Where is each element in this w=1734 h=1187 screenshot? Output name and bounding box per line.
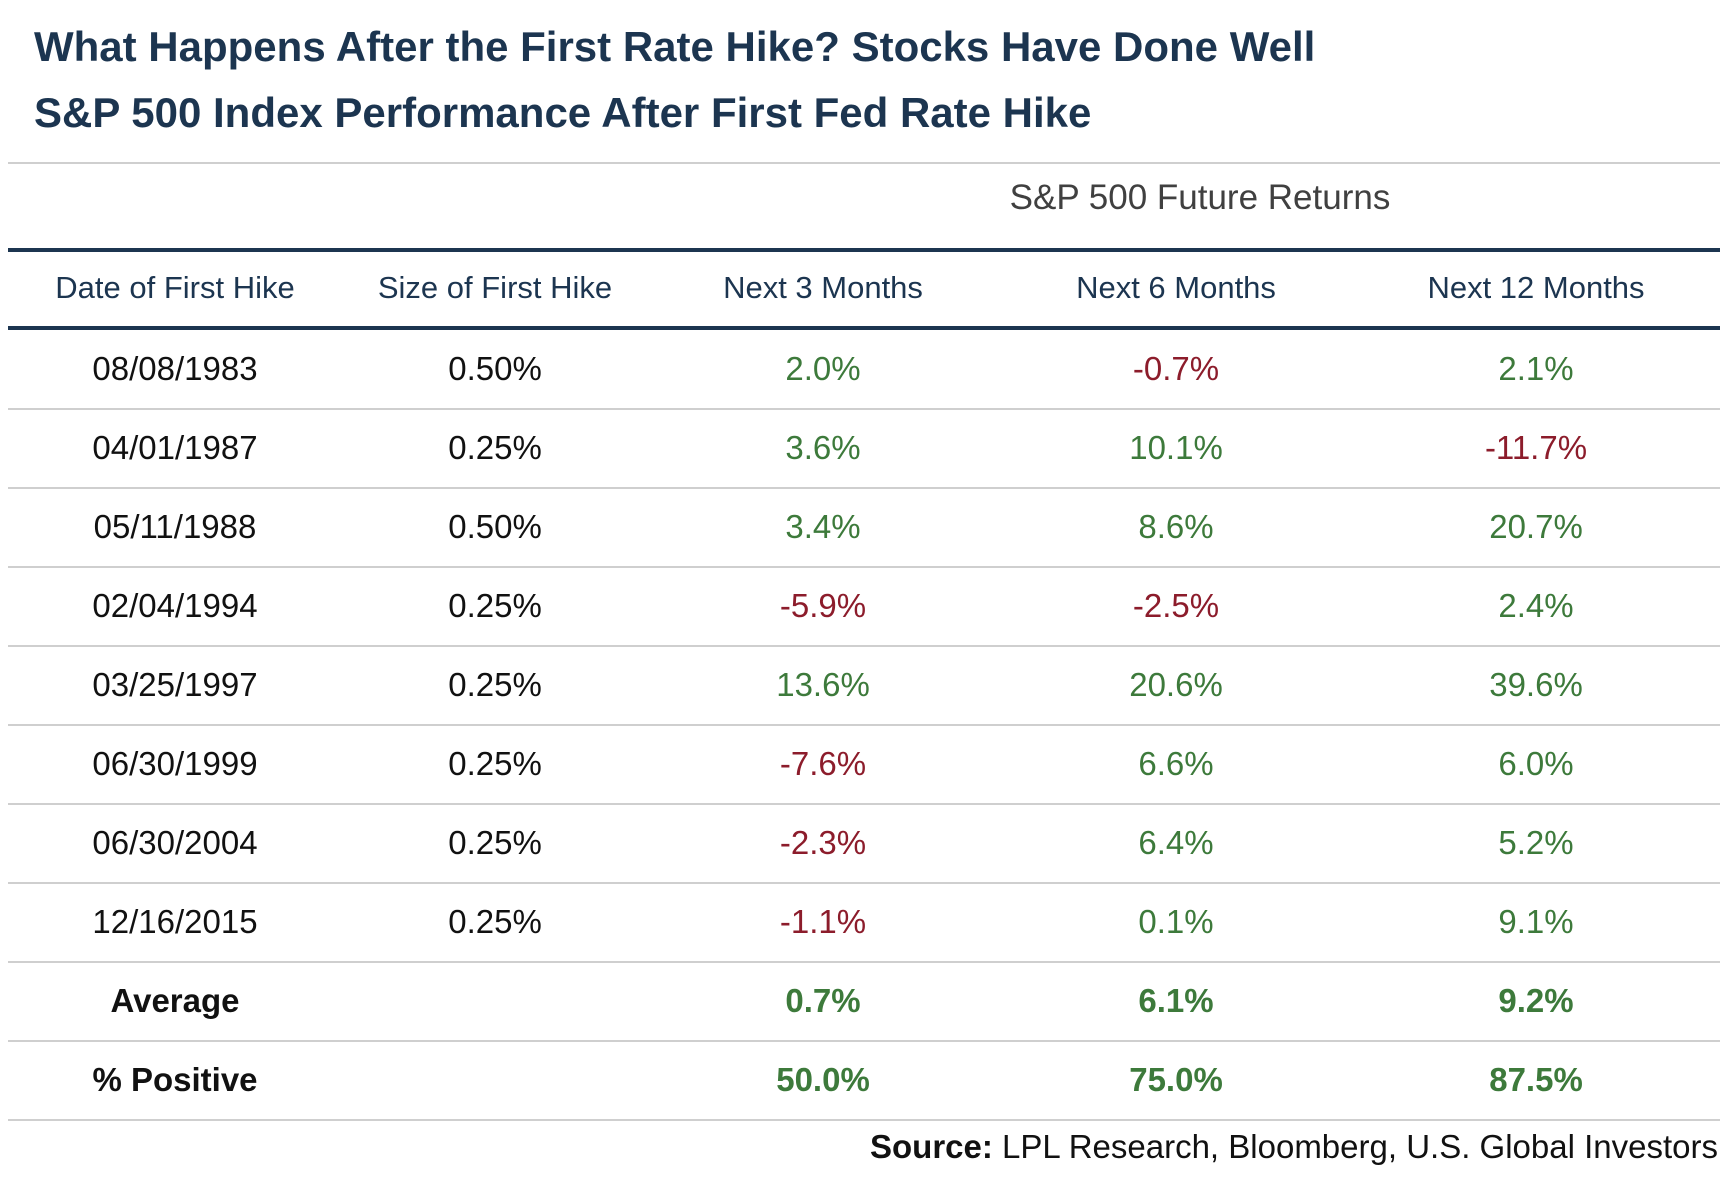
table-row-cell-3m: 3.4% [785, 508, 861, 545]
row-divider [8, 961, 1720, 963]
table-row-cell-date: 06/30/2004 [92, 824, 258, 861]
header-bottom-rule [8, 326, 1720, 330]
table-row-cell-12m: 9.1% [1498, 903, 1574, 940]
table-row-cell-12m: 6.0% [1498, 745, 1574, 782]
table-row-cell-6m: 20.6% [1129, 666, 1223, 703]
table-row-cell-size: 0.25% [448, 903, 542, 940]
table-row-cell-date: 08/08/1983 [92, 350, 258, 387]
table-row-cell-3m: 13.6% [776, 666, 870, 703]
table-row-cell-date: 06/30/1999 [92, 745, 258, 782]
table-row-cell-12m: 20.7% [1489, 508, 1583, 545]
table-row-cell-date: 03/25/1997 [92, 666, 258, 703]
table-row-cell-date: 05/11/1988 [93, 508, 257, 545]
table-row-cell-size: 0.25% [448, 587, 542, 624]
source-label: Source: [870, 1128, 993, 1165]
table-row-cell-date: 02/04/1994 [92, 587, 258, 624]
table-row-cell-3m: 2.0% [785, 350, 861, 387]
table-row-cell-3m: -1.1% [779, 903, 867, 940]
source-text: LPL Research, Bloomberg, U.S. Global Inv… [992, 1128, 1718, 1165]
row-divider [8, 566, 1720, 568]
header-date: Date of First Hike [55, 270, 295, 305]
header-top-rule [8, 248, 1720, 252]
header-6m: Next 6 Months [1076, 270, 1276, 305]
row-divider [8, 882, 1720, 884]
title-line-1: What Happens After the First Rate Hike? … [34, 23, 1316, 70]
table-row-cell-size: 0.25% [448, 745, 542, 782]
percent-positive-row-cell-3m: 50.0% [776, 1061, 870, 1098]
table-row-cell-3m: -5.9% [779, 587, 867, 624]
percent-positive-row-cell-6m: 75.0% [1129, 1061, 1223, 1098]
group-header: S&P 500 Future Returns [1009, 178, 1391, 217]
table-row-cell-12m: 39.6% [1489, 666, 1583, 703]
table-row-cell-3m: -7.6% [779, 745, 867, 782]
table-row-cell-size: 0.25% [448, 824, 542, 861]
average-row-cell-6m: 6.1% [1138, 982, 1214, 1019]
table-row-cell-6m: 6.4% [1138, 824, 1214, 861]
row-divider [8, 408, 1720, 410]
table-row-cell-size: 0.50% [448, 508, 542, 545]
row-divider [8, 1119, 1720, 1121]
table-row-cell-6m: -0.7% [1132, 350, 1220, 387]
source-note: Source: LPL Research, Bloomberg, U.S. Gl… [870, 1128, 1718, 1166]
row-divider [8, 1040, 1720, 1042]
percent-positive-row-cell-12m: 87.5% [1489, 1061, 1583, 1098]
table-row-cell-6m: 0.1% [1138, 903, 1214, 940]
average-row-cell-date: Average [110, 982, 240, 1019]
header-12m: Next 12 Months [1427, 270, 1645, 305]
top-divider [8, 162, 1720, 164]
table-row-cell-size: 0.50% [448, 350, 542, 387]
row-divider [8, 487, 1720, 489]
percent-positive-row-cell-date: % Positive [92, 1061, 258, 1098]
table-row-cell-3m: -2.3% [779, 824, 867, 861]
table-row-cell-3m: 3.6% [785, 429, 861, 466]
table-row-cell-12m: 2.4% [1498, 587, 1574, 624]
chart-title: What Happens After the First Rate Hike? … [34, 14, 1315, 146]
row-divider [8, 724, 1720, 726]
header-3m: Next 3 Months [723, 270, 923, 305]
average-row-cell-12m: 9.2% [1498, 982, 1574, 1019]
header-size: Size of First Hike [377, 270, 613, 305]
table-row-cell-6m: 6.6% [1138, 745, 1214, 782]
table-row-cell-12m: -11.7% [1484, 429, 1588, 466]
row-divider [8, 803, 1720, 805]
table-row-cell-12m: 5.2% [1498, 824, 1574, 861]
table-row-cell-6m: -2.5% [1132, 587, 1220, 624]
table-row-cell-size: 0.25% [448, 429, 542, 466]
average-row-cell-3m: 0.7% [785, 982, 861, 1019]
title-line-2: S&P 500 Index Performance After First Fe… [34, 89, 1092, 136]
table-row-cell-6m: 10.1% [1129, 429, 1223, 466]
table-row-cell-size: 0.25% [448, 666, 542, 703]
table-row-cell-date: 04/01/1987 [92, 429, 258, 466]
row-divider [8, 645, 1720, 647]
table-row-cell-date: 12/16/2015 [92, 903, 258, 940]
table-row-cell-12m: 2.1% [1498, 350, 1574, 387]
table-row-cell-6m: 8.6% [1138, 508, 1214, 545]
